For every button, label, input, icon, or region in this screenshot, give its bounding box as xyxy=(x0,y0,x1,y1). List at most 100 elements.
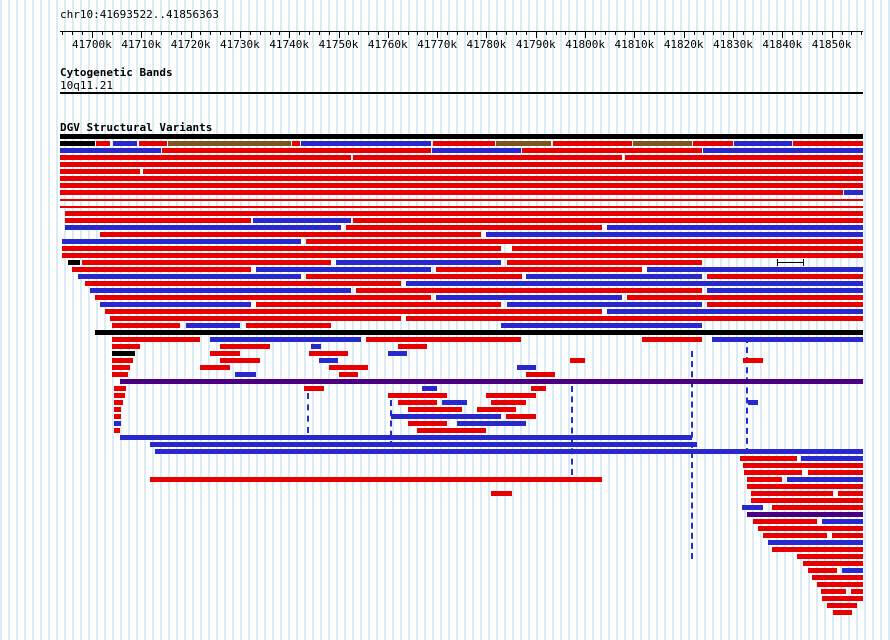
variant-bar[interactable] xyxy=(318,358,339,363)
variant-bar[interactable] xyxy=(60,148,161,153)
variant-bar[interactable] xyxy=(306,274,522,279)
variant-bar[interactable] xyxy=(757,526,863,531)
variant-bar[interactable] xyxy=(110,316,402,321)
variant-bar[interactable] xyxy=(570,358,586,363)
variant-bar[interactable] xyxy=(60,183,863,188)
variant-bar[interactable] xyxy=(114,428,121,433)
variant-bar[interactable] xyxy=(767,540,863,545)
variant-bar[interactable] xyxy=(397,400,438,405)
variant-bar[interactable] xyxy=(112,323,181,328)
variant-bar[interactable] xyxy=(306,239,863,244)
variant-bar[interactable] xyxy=(235,372,256,377)
variant-bar[interactable] xyxy=(832,610,853,615)
variant-bar[interactable] xyxy=(800,456,863,461)
variant-bar[interactable] xyxy=(113,141,138,146)
variant-bar[interactable] xyxy=(627,295,863,300)
variant-bar[interactable] xyxy=(105,309,602,314)
variant-bar[interactable] xyxy=(220,344,271,349)
variant-bar[interactable] xyxy=(712,337,863,342)
variant-bar[interactable] xyxy=(328,365,368,370)
variant-bar[interactable] xyxy=(632,141,693,146)
variant-bar[interactable] xyxy=(422,386,438,391)
variant-bar[interactable] xyxy=(64,211,863,216)
variant-bar[interactable] xyxy=(456,421,526,426)
variant-bar[interactable] xyxy=(142,169,863,174)
variant-bar[interactable] xyxy=(744,470,803,475)
variant-bar[interactable] xyxy=(797,554,863,559)
variant-range-bracket[interactable] xyxy=(777,259,805,266)
variant-bar[interactable] xyxy=(433,141,496,146)
variant-bar[interactable] xyxy=(606,225,863,230)
variant-bar[interactable] xyxy=(552,141,632,146)
variant-bar[interactable] xyxy=(95,141,111,146)
variant-bar[interactable] xyxy=(220,358,260,363)
variant-bar[interactable] xyxy=(255,302,502,307)
variant-bar[interactable] xyxy=(624,155,863,160)
variant-bar[interactable] xyxy=(60,199,863,201)
variant-bar[interactable] xyxy=(112,365,131,370)
variant-bar[interactable] xyxy=(114,414,121,419)
variant-pin[interactable] xyxy=(306,393,309,433)
variant-bar[interactable] xyxy=(486,393,536,398)
variant-bar[interactable] xyxy=(60,155,351,160)
variant-bar[interactable] xyxy=(64,225,341,230)
variant-bar[interactable] xyxy=(841,568,863,573)
variant-bar[interactable] xyxy=(62,239,302,244)
variant-bar[interactable] xyxy=(511,246,863,251)
variant-bar[interactable] xyxy=(291,141,301,146)
variant-bar[interactable] xyxy=(407,421,447,426)
variant-bar[interactable] xyxy=(491,491,512,496)
variant-bar[interactable] xyxy=(752,519,817,524)
variant-bar[interactable] xyxy=(94,330,863,335)
variant-bar[interactable] xyxy=(827,603,858,608)
variant-bar[interactable] xyxy=(706,302,863,307)
variant-bar[interactable] xyxy=(62,246,502,251)
variant-bar[interactable] xyxy=(807,568,837,573)
variant-bar[interactable] xyxy=(506,260,702,265)
variant-bar[interactable] xyxy=(114,400,124,405)
variant-bar[interactable] xyxy=(185,323,241,328)
variant-bar[interactable] xyxy=(112,351,136,356)
variant-bar[interactable] xyxy=(501,323,702,328)
variant-bar[interactable] xyxy=(387,351,408,356)
variant-bar[interactable] xyxy=(486,232,863,237)
variant-bar[interactable] xyxy=(72,267,251,272)
variant-bar[interactable] xyxy=(706,274,863,279)
variant-bar[interactable] xyxy=(530,386,546,391)
variant-bar[interactable] xyxy=(407,407,462,412)
variant-bar[interactable] xyxy=(150,442,697,447)
variant-bar[interactable] xyxy=(155,449,863,454)
variant-bar[interactable] xyxy=(742,463,863,468)
variant-bar[interactable] xyxy=(114,393,126,398)
variant-bar[interactable] xyxy=(740,456,798,461)
variant-bar[interactable] xyxy=(820,589,847,594)
variant-bar[interactable] xyxy=(646,267,863,272)
variant-bar[interactable] xyxy=(772,505,863,510)
variant-bar[interactable] xyxy=(747,400,758,405)
variant-bar[interactable] xyxy=(336,260,502,265)
variant-bar[interactable] xyxy=(308,351,349,356)
variant-bar[interactable] xyxy=(762,533,827,538)
variant-bar[interactable] xyxy=(112,372,128,377)
variant-bar[interactable] xyxy=(706,288,863,293)
variant-pin[interactable] xyxy=(691,351,694,559)
variant-bar[interactable] xyxy=(200,365,231,370)
variant-bar[interactable] xyxy=(496,141,552,146)
variant-bar[interactable] xyxy=(387,393,447,398)
variant-bar[interactable] xyxy=(82,260,332,265)
variant-bar[interactable] xyxy=(750,491,833,496)
variant-bar[interactable] xyxy=(114,407,122,412)
variant-bar[interactable] xyxy=(793,141,863,146)
variant-bar[interactable] xyxy=(742,358,763,363)
variant-bar[interactable] xyxy=(120,379,863,384)
variant-bar[interactable] xyxy=(60,141,95,146)
variant-bar[interactable] xyxy=(734,141,793,146)
variant-bar[interactable] xyxy=(68,260,81,265)
variant-bar[interactable] xyxy=(506,414,536,419)
variant-bar[interactable] xyxy=(355,288,702,293)
variant-bar[interactable] xyxy=(843,190,863,195)
variant-bar[interactable] xyxy=(353,155,622,160)
variant-bar[interactable] xyxy=(516,365,536,370)
variant-bar[interactable] xyxy=(802,561,863,566)
